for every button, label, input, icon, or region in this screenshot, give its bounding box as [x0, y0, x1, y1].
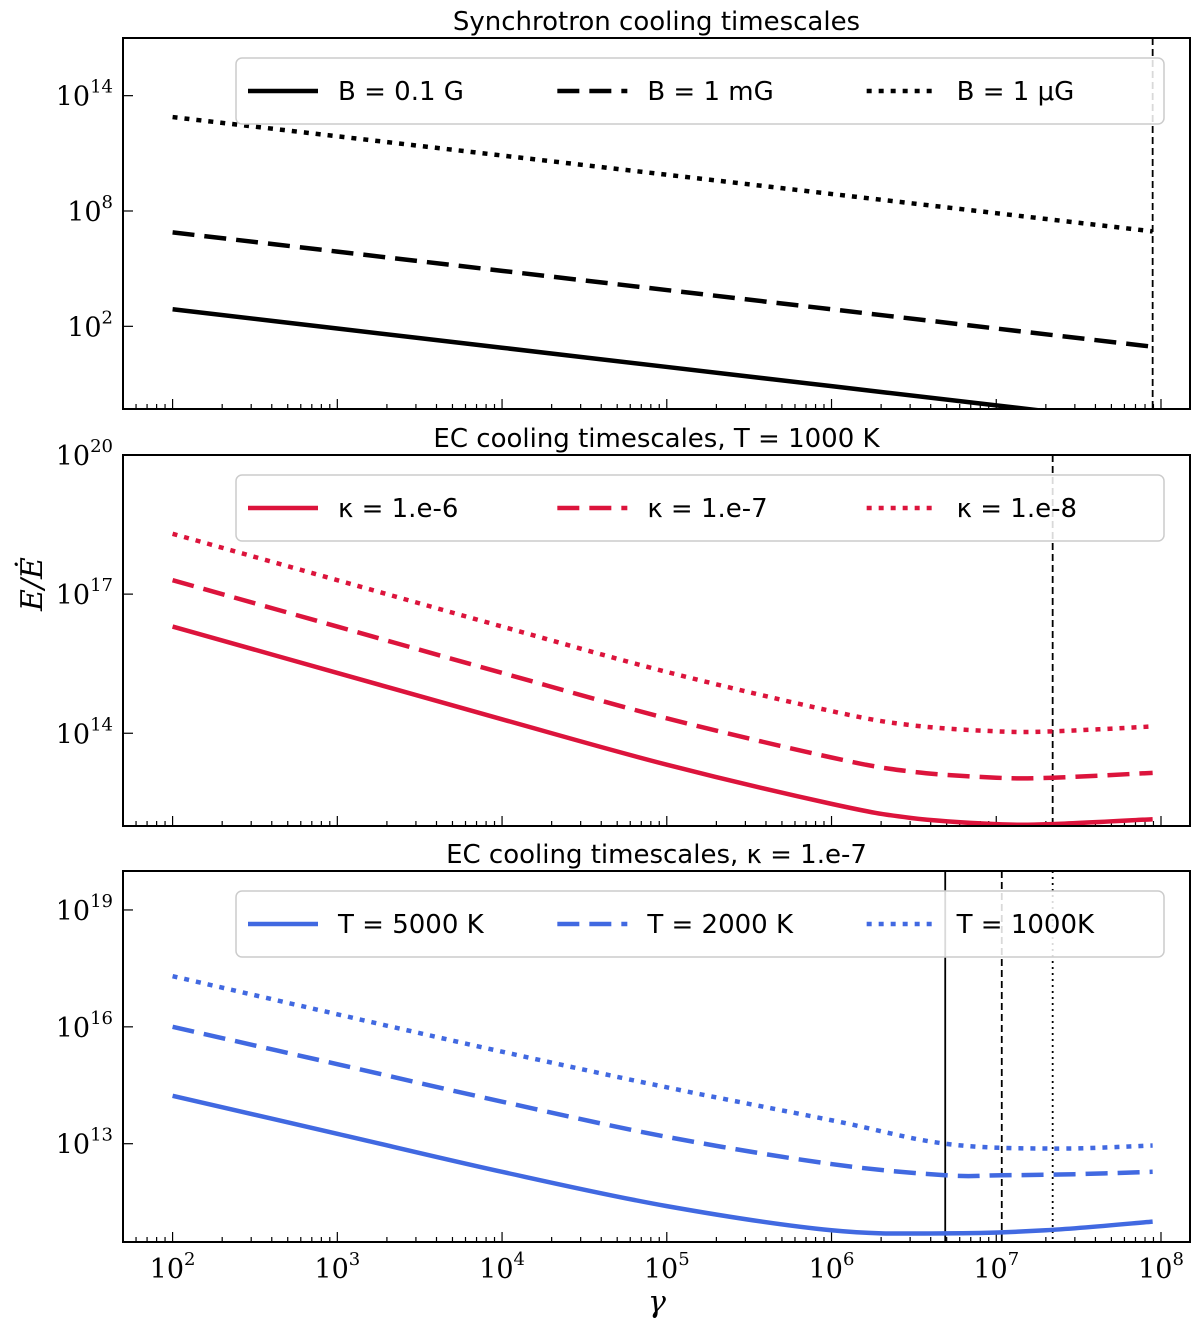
series-line-solid: [172, 307, 1047, 409]
legend: T = 5000 K T = 2000 K T = 1000K: [235, 890, 1165, 958]
x-tick-label: 103: [314, 1249, 360, 1285]
x-tick-label: 106: [809, 1249, 855, 1285]
y-tick-label: 1016: [56, 1008, 113, 1044]
legend-box: [235, 890, 1165, 958]
chart-title: Synchrotron cooling timescales: [453, 7, 860, 37]
chart-panel-3: EC cooling timescales, κ = 1.e-7 1013 1016…: [56, 840, 1191, 1285]
series-line-dotted: [172, 973, 1153, 1151]
x-tick-label: 104: [479, 1249, 525, 1285]
x-tick-label: 107: [973, 1249, 1019, 1285]
y-tick-label: 102: [67, 307, 113, 343]
chart-panel-1: Synchrotron cooling timescales 102 108 1014…: [56, 7, 1191, 410]
chart-title: EC cooling timescales, T = 1000 K: [433, 424, 880, 454]
y-axis-label: E/Ė: [14, 557, 50, 612]
chart-panels: Synchrotron cooling timescales 102 108 1014…: [56, 7, 1191, 1285]
x-tick-label: 102: [150, 1249, 196, 1285]
series-line-dashed: [171, 577, 1153, 781]
y-tick-label: 1020: [56, 436, 113, 472]
y-tick-label: 1014: [56, 714, 113, 750]
legend-label: κ = 1.e-7: [647, 494, 767, 524]
series-line-solid: [171, 624, 1153, 826]
plot-frame: [122, 454, 1191, 827]
y-tick-label: 1014: [56, 77, 113, 113]
legend: κ = 1.e-6 κ = 1.e-7 κ = 1.e-8: [235, 474, 1165, 542]
series-line-dotted: [172, 114, 1153, 234]
chart-panel-2: EC cooling timescales, T = 1000 K 1014 101…: [56, 424, 1191, 827]
legend-label: B = 0.1 G: [338, 77, 464, 107]
legend-label: B = 1 mG: [647, 77, 773, 107]
legend-box: [235, 474, 1165, 542]
chart-title: EC cooling timescales, κ = 1.e-7: [446, 840, 867, 870]
series-line-dashed: [172, 230, 1153, 349]
x-tick-label: 108: [1138, 1249, 1184, 1285]
y-tick-label: 1017: [56, 575, 113, 611]
y-tick-label: 1013: [56, 1125, 113, 1161]
y-tick-label: 1019: [56, 891, 113, 927]
x-axis-label: γ: [648, 1285, 666, 1320]
legend-label: κ = 1.e-8: [957, 494, 1077, 524]
series-line-dashed: [172, 1024, 1153, 1179]
y-tick-label: 108: [67, 192, 113, 228]
legend-label: T = 2000 K: [646, 910, 794, 940]
legend-label: T = 1000K: [956, 910, 1095, 940]
legend-label: B = 1 μG: [957, 77, 1075, 107]
legend-label: T = 5000 K: [337, 910, 485, 940]
plot-frame: [122, 37, 1191, 410]
legend-box: [235, 57, 1165, 125]
series-line-solid: [172, 1093, 1153, 1236]
x-tick-label: 105: [644, 1249, 690, 1285]
plot-frame: [122, 870, 1191, 1243]
legend: B = 0.1 G B = 1 mG B = 1 μG: [235, 57, 1165, 125]
series-line-dotted: [171, 531, 1153, 735]
legend-label: κ = 1.e-6: [338, 494, 458, 524]
